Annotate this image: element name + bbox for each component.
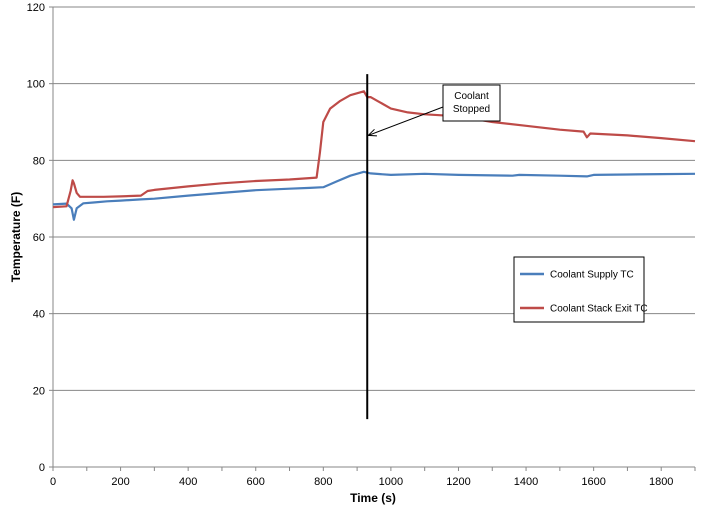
x-tick-label-200: 200 <box>111 476 129 488</box>
y-tick-label-80: 80 <box>33 155 45 167</box>
annotation-text-line-2: Stopped <box>453 104 490 115</box>
legend-label-1: Coolant Supply TC <box>550 270 634 281</box>
x-tick-label-0: 0 <box>50 476 56 488</box>
series-line-2 <box>52 90 696 209</box>
x-tick-label-800: 800 <box>314 476 332 488</box>
x-tick-label-400: 400 <box>179 476 197 488</box>
x-tick-label-1800: 1800 <box>649 476 673 488</box>
x-tick-label-1600: 1600 <box>581 476 605 488</box>
y-tick-labels: 0 20 40 60 80 100 120 <box>27 2 45 474</box>
x-tick-label-1400: 1400 <box>514 476 538 488</box>
x-axis-title: Time (s) <box>350 491 396 505</box>
y-tick-label-20: 20 <box>33 385 45 397</box>
y-axis-title: Temperature (F) <box>9 192 23 282</box>
annotation-arrow-head <box>367 128 377 137</box>
gridlines <box>53 6 695 391</box>
annotation-box <box>442 84 501 122</box>
x-tick-label-1200: 1200 <box>446 476 470 488</box>
y-tick-label-40: 40 <box>33 309 45 321</box>
legend-box <box>513 256 645 323</box>
y-tick-label-0: 0 <box>39 462 45 474</box>
x-tick-label-1000: 1000 <box>379 476 403 488</box>
series-line-1 <box>52 170 696 221</box>
annotation-arrow-line <box>368 106 444 136</box>
annotation-text-line-1: Coolant <box>454 91 489 102</box>
axes <box>49 6 696 471</box>
series-lines <box>52 90 696 221</box>
annotation: Coolant Stopped <box>367 84 501 137</box>
y-tick-label-60: 60 <box>33 232 45 244</box>
y-tick-label-100: 100 <box>27 79 45 91</box>
legend-label-2: Coolant Stack Exit TC <box>550 304 648 315</box>
legend: Coolant Supply TC Coolant Stack Exit TC <box>513 256 648 323</box>
x-tick-labels: 0 200 400 600 800 1000 1200 1400 1600 1800 <box>50 476 674 488</box>
x-tick-label-600: 600 <box>247 476 265 488</box>
y-tick-label-120: 120 <box>27 2 45 14</box>
